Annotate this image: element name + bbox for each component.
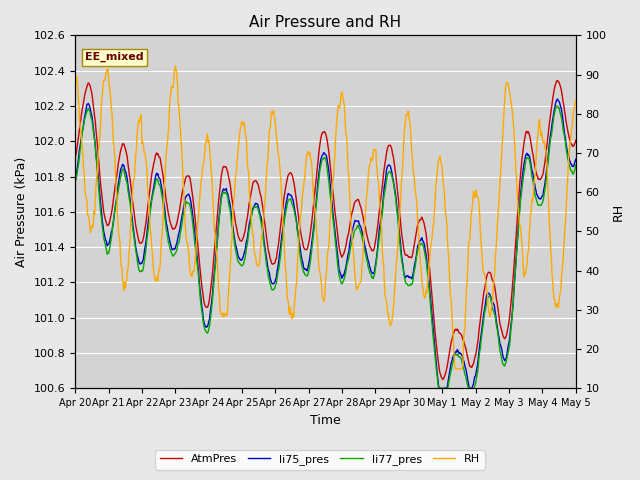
li75_pres — [132, 244, 140, 250]
Legend: AtmPres, li75_pres, li77_pres, RH: AtmPres, li75_pres, li77_pres, RH — [156, 450, 484, 469]
li75_pres — [71, 179, 79, 185]
li77_pres — [182, 199, 190, 204]
Line: li77_pres: li77_pres — [75, 106, 576, 388]
li77_pres — [572, 162, 580, 168]
li77_pres — [401, 274, 408, 280]
AtmPres — [71, 155, 79, 160]
Text: EE_mixed: EE_mixed — [85, 52, 144, 62]
AtmPres — [439, 377, 447, 383]
li75_pres — [572, 156, 580, 162]
RH — [401, 120, 409, 126]
li77_pres — [209, 290, 217, 296]
li77_pres — [132, 248, 140, 253]
AtmPres — [572, 137, 580, 143]
li77_pres — [71, 179, 79, 184]
AtmPres — [554, 78, 561, 84]
li75_pres — [386, 163, 394, 168]
li75_pres — [209, 284, 217, 290]
Title: Air Pressure and RH: Air Pressure and RH — [250, 15, 401, 30]
AtmPres — [386, 142, 394, 148]
RH — [172, 63, 179, 69]
AtmPres — [81, 95, 88, 101]
RH — [387, 323, 394, 329]
li77_pres — [386, 169, 394, 175]
li77_pres — [81, 120, 88, 125]
RH — [81, 171, 88, 177]
RH — [132, 154, 140, 159]
X-axis label: Time: Time — [310, 414, 341, 427]
RH — [210, 212, 218, 218]
AtmPres — [209, 264, 217, 270]
Line: AtmPres: AtmPres — [75, 81, 576, 380]
li77_pres — [553, 103, 561, 109]
li75_pres — [401, 272, 408, 277]
li77_pres — [435, 385, 442, 391]
RH — [184, 240, 191, 245]
AtmPres — [132, 223, 140, 228]
RH — [572, 97, 580, 103]
Y-axis label: Air Pressure (kPa): Air Pressure (kPa) — [15, 156, 28, 267]
AtmPres — [401, 249, 408, 255]
Line: RH: RH — [75, 66, 576, 369]
RH — [451, 366, 459, 372]
RH — [71, 80, 79, 86]
Y-axis label: RH: RH — [612, 203, 625, 221]
li75_pres — [182, 193, 190, 199]
li75_pres — [554, 96, 561, 102]
Line: li75_pres: li75_pres — [75, 99, 576, 388]
AtmPres — [182, 173, 190, 179]
li75_pres — [435, 385, 443, 391]
li75_pres — [81, 117, 88, 122]
